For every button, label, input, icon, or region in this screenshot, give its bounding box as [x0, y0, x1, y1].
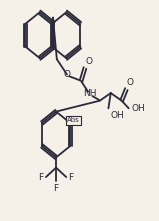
Text: F: F: [54, 185, 59, 193]
Text: OH: OH: [110, 110, 124, 120]
Text: F: F: [68, 173, 73, 182]
Text: O: O: [127, 78, 134, 87]
Text: F: F: [39, 173, 44, 182]
Text: OH: OH: [132, 104, 146, 113]
Text: O: O: [63, 70, 70, 79]
Text: Abs: Abs: [67, 117, 80, 123]
Text: NH: NH: [83, 90, 97, 98]
Text: O: O: [86, 57, 93, 66]
